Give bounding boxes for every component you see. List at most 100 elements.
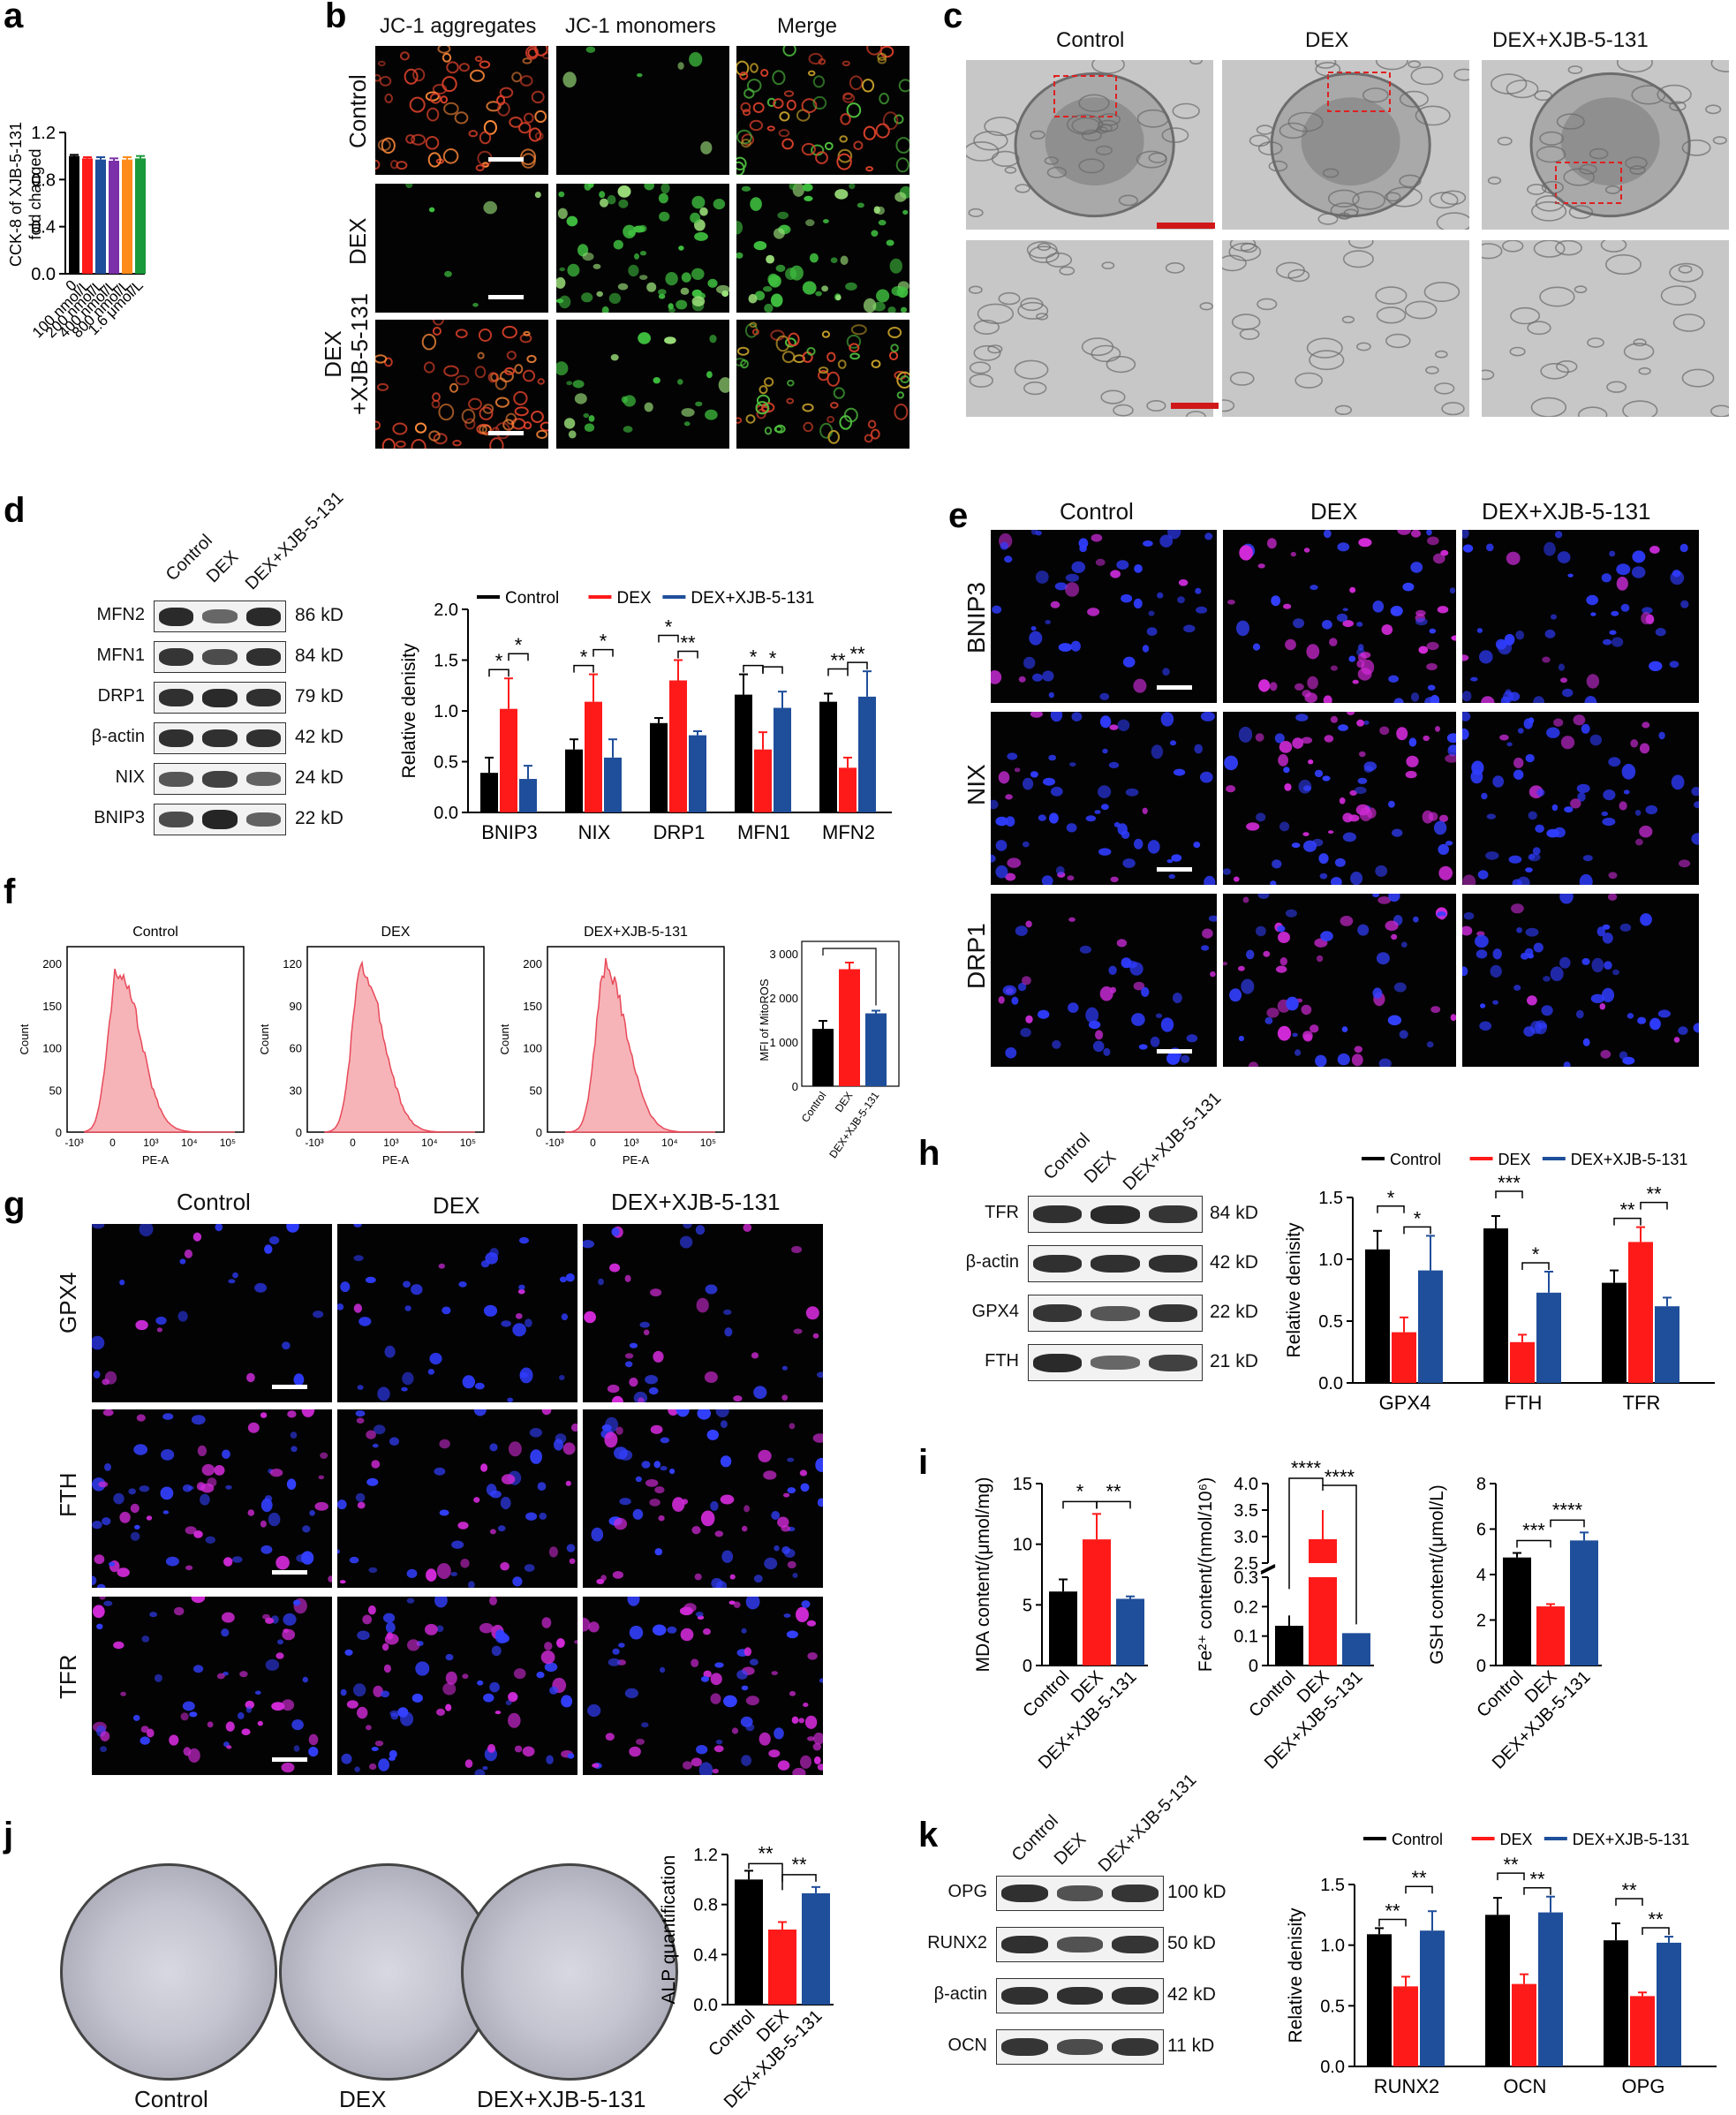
cell-mark (1025, 1015, 1033, 1024)
cell-mark (260, 1545, 273, 1554)
cell-mark (496, 1634, 509, 1643)
cell-mark (629, 1746, 641, 1757)
cell-mark (546, 1755, 554, 1764)
k-col-dexxjb: DEX+XJB-5-131 (1094, 1770, 1201, 1877)
cell-mark (302, 1676, 308, 1683)
k-band-3-2 (1112, 2038, 1159, 2056)
cell-mark (1506, 551, 1521, 565)
g-tile-r2-c0 (92, 1597, 332, 1775)
cell-mark (1596, 926, 1605, 937)
cell-mark (1603, 789, 1616, 801)
cell-mark (396, 161, 408, 170)
k-bar (1604, 1940, 1628, 2066)
organelle (1165, 261, 1185, 274)
cell-mark (652, 1624, 667, 1636)
cell-mark (1397, 530, 1411, 535)
k-bar (1657, 1942, 1681, 2066)
cell-mark (887, 327, 902, 338)
cell-mark (1396, 727, 1408, 741)
cell-mark (614, 1517, 628, 1530)
cell-mark (1070, 640, 1081, 652)
alp-plate-dexxjb (461, 1863, 678, 2081)
cell-mark (337, 1303, 344, 1311)
cell-mark (1477, 870, 1489, 880)
cell-mark (1238, 726, 1253, 743)
cell-mark (514, 1745, 523, 1753)
cell-mark (264, 1495, 273, 1502)
d-band-1-0 (159, 648, 194, 666)
organelle (1081, 129, 1102, 142)
cell-mark (736, 252, 743, 259)
cell-mark (739, 72, 749, 80)
cell-mark (574, 1640, 577, 1644)
d-row-2-blot (154, 682, 286, 714)
i-gsh-sig-label: **** (1552, 1499, 1583, 1521)
cell-mark (718, 377, 729, 393)
cell-mark (1637, 1016, 1647, 1024)
d-legend-label: DEX (616, 589, 651, 608)
d-sig-label: * (769, 647, 777, 669)
organelle (1535, 195, 1565, 212)
cell-mark (1693, 1023, 1699, 1033)
cell-mark (750, 197, 762, 211)
d-row-5-blot (154, 804, 286, 835)
cell-mark (390, 1712, 399, 1720)
cell-mark (1236, 620, 1249, 637)
cell-mark (1271, 595, 1281, 607)
cell-mark (473, 1497, 480, 1503)
cell-mark (1087, 608, 1100, 616)
cell-mark (1068, 1002, 1079, 1013)
cell-mark (368, 1763, 377, 1771)
cell-mark (271, 1702, 285, 1711)
c-scalebar-bottom (1171, 403, 1219, 409)
cell-mark (1048, 691, 1054, 699)
organelle (1509, 346, 1526, 357)
cell-mark (1330, 715, 1338, 723)
f-mfi-xtick: Control (799, 1090, 829, 1125)
organelle (1106, 356, 1136, 374)
cell-mark (706, 371, 713, 379)
g-tile-r0-c0 (92, 1224, 332, 1402)
cell-mark (425, 91, 440, 102)
cell-mark (221, 1628, 230, 1637)
panel-letter-h: h (918, 1134, 940, 1173)
i-fe-sig-label: **** (1291, 1457, 1322, 1479)
cell-mark (1238, 965, 1245, 971)
cell-mark (1065, 582, 1080, 597)
cell-mark (879, 46, 894, 58)
cell-mark (1673, 1037, 1680, 1043)
cell-mark (1387, 1015, 1402, 1026)
cell-mark (896, 371, 910, 389)
f-hist-ytick: 0 (536, 1126, 542, 1139)
cell-mark (162, 1413, 174, 1420)
cell-mark (381, 1690, 390, 1698)
cell-mark (534, 192, 541, 199)
cell-mark (1234, 876, 1240, 882)
cell-mark (619, 1498, 631, 1506)
cell-mark (1535, 1020, 1547, 1035)
cell-mark (562, 72, 577, 88)
cell-mark (629, 1342, 638, 1348)
organelle (1425, 366, 1439, 374)
cell-mark (804, 1715, 818, 1729)
cell-mark (817, 1498, 823, 1507)
k-row-3-blot (996, 2029, 1164, 2065)
cell-mark (691, 268, 705, 280)
cell-mark (875, 123, 890, 139)
cell-mark (104, 1463, 111, 1471)
cell-mark (1292, 737, 1304, 749)
cell-mark (371, 1460, 381, 1469)
cell-mark (764, 303, 774, 313)
cell-mark (1426, 1041, 1434, 1048)
cell-mark (1630, 739, 1639, 748)
cell-mark (479, 60, 491, 69)
cell-mark (1194, 744, 1203, 754)
organelle (1362, 87, 1389, 103)
cell-mark (1601, 987, 1615, 1002)
cell-mark (731, 1727, 739, 1734)
cell-mark (639, 251, 647, 256)
panel-letter-g: g (4, 1185, 26, 1224)
cell-mark (896, 391, 905, 399)
cell-mark (1462, 691, 1472, 702)
